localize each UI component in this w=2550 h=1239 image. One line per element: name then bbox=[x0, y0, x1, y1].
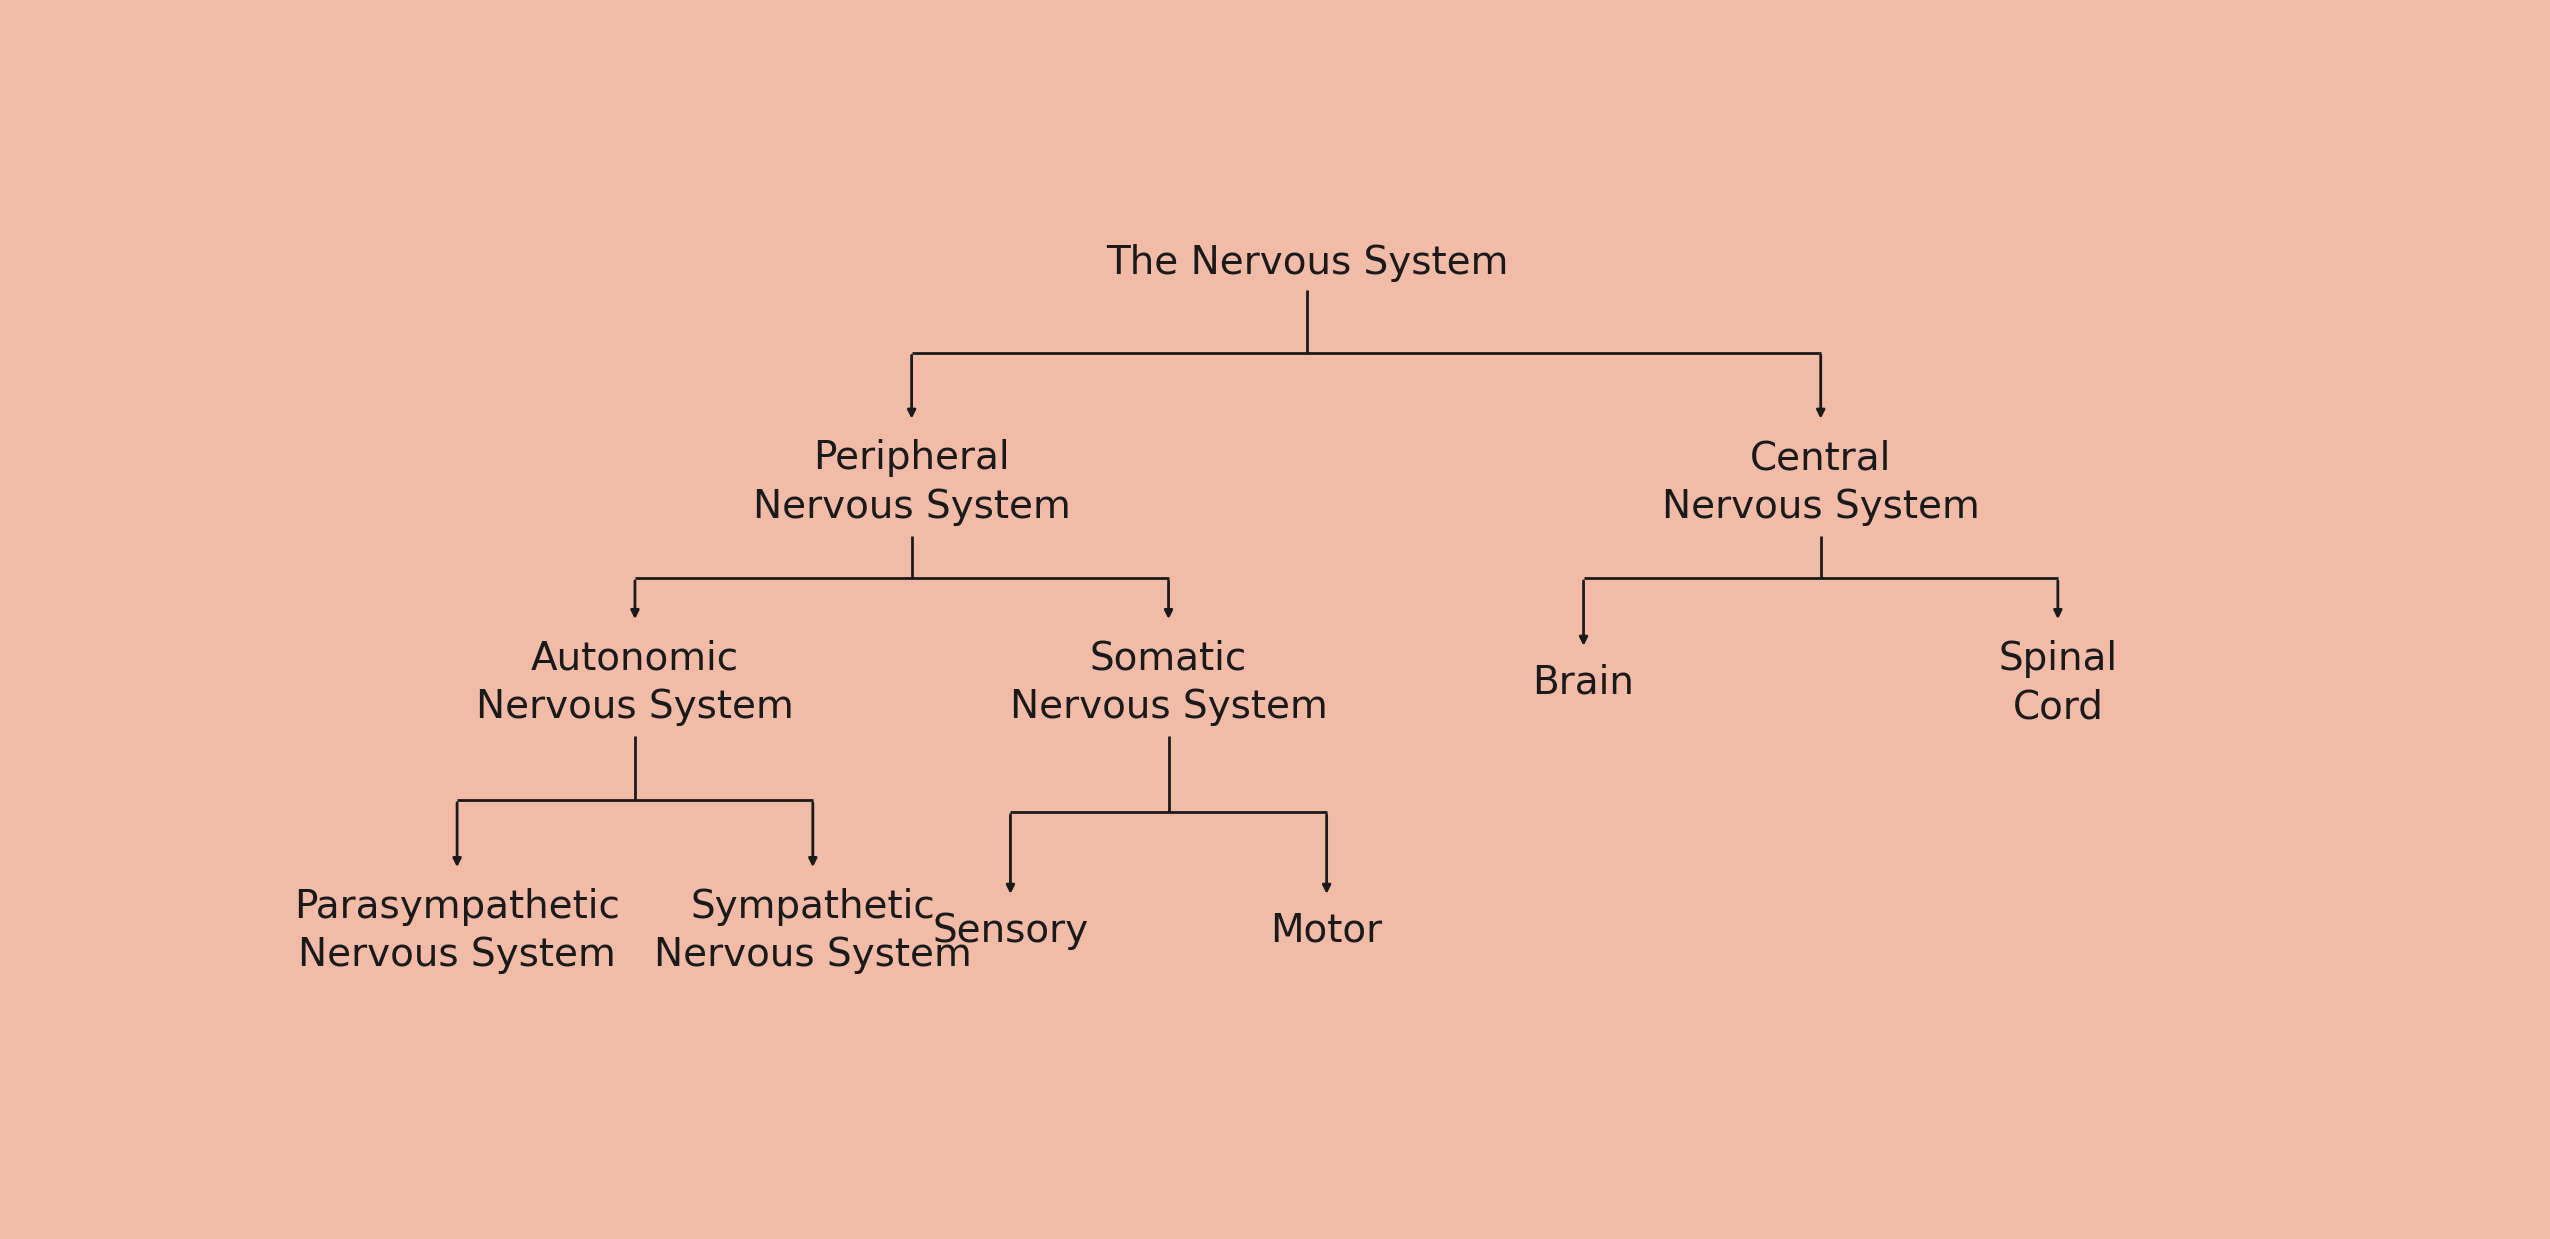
Text: Motor: Motor bbox=[1270, 912, 1382, 950]
Text: Parasympathetic
Nervous System: Parasympathetic Nervous System bbox=[293, 887, 620, 974]
Text: Sensory: Sensory bbox=[933, 912, 1089, 950]
Text: Somatic
Nervous System: Somatic Nervous System bbox=[1010, 639, 1329, 726]
Text: Central
Nervous System: Central Nervous System bbox=[1663, 440, 1979, 525]
Text: Brain: Brain bbox=[1533, 664, 1635, 703]
Text: Sympathetic
Nervous System: Sympathetic Nervous System bbox=[653, 887, 972, 974]
Text: Autonomic
Nervous System: Autonomic Nervous System bbox=[477, 639, 793, 726]
Text: The Nervous System: The Nervous System bbox=[1107, 244, 1507, 282]
Text: Spinal
Cord: Spinal Cord bbox=[1999, 639, 2116, 726]
Text: Peripheral
Nervous System: Peripheral Nervous System bbox=[752, 440, 1071, 525]
